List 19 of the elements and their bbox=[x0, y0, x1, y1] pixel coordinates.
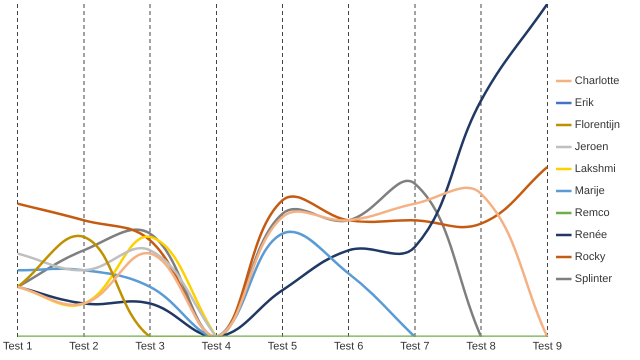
legend-label: Charlotte bbox=[574, 75, 620, 88]
x-tick-label: Test 1 bbox=[2, 340, 32, 352]
x-tick-label: Test 3 bbox=[135, 340, 165, 352]
legend-label: Splinter bbox=[574, 273, 612, 286]
legend-label: Lakshmi bbox=[574, 163, 616, 176]
x-tick-label: Test 7 bbox=[400, 340, 430, 352]
legend-label: Renée bbox=[574, 229, 608, 242]
x-tick-label: Test 2 bbox=[69, 340, 99, 352]
x-tick-label: Test 6 bbox=[334, 340, 364, 352]
legend-label: Erik bbox=[574, 97, 594, 110]
legend-label: Marije bbox=[574, 185, 605, 198]
x-tick-label: Test 5 bbox=[268, 340, 298, 352]
x-tick-label: Test 8 bbox=[466, 340, 496, 352]
x-tick-label: Test 9 bbox=[532, 340, 562, 352]
x-tick-label: Test 4 bbox=[202, 340, 231, 352]
legend-label: Jeroen bbox=[574, 141, 608, 154]
legend-label: Rocky bbox=[574, 251, 606, 264]
legend-label: Florentijn bbox=[574, 119, 620, 132]
legend-label: Remco bbox=[574, 207, 610, 220]
